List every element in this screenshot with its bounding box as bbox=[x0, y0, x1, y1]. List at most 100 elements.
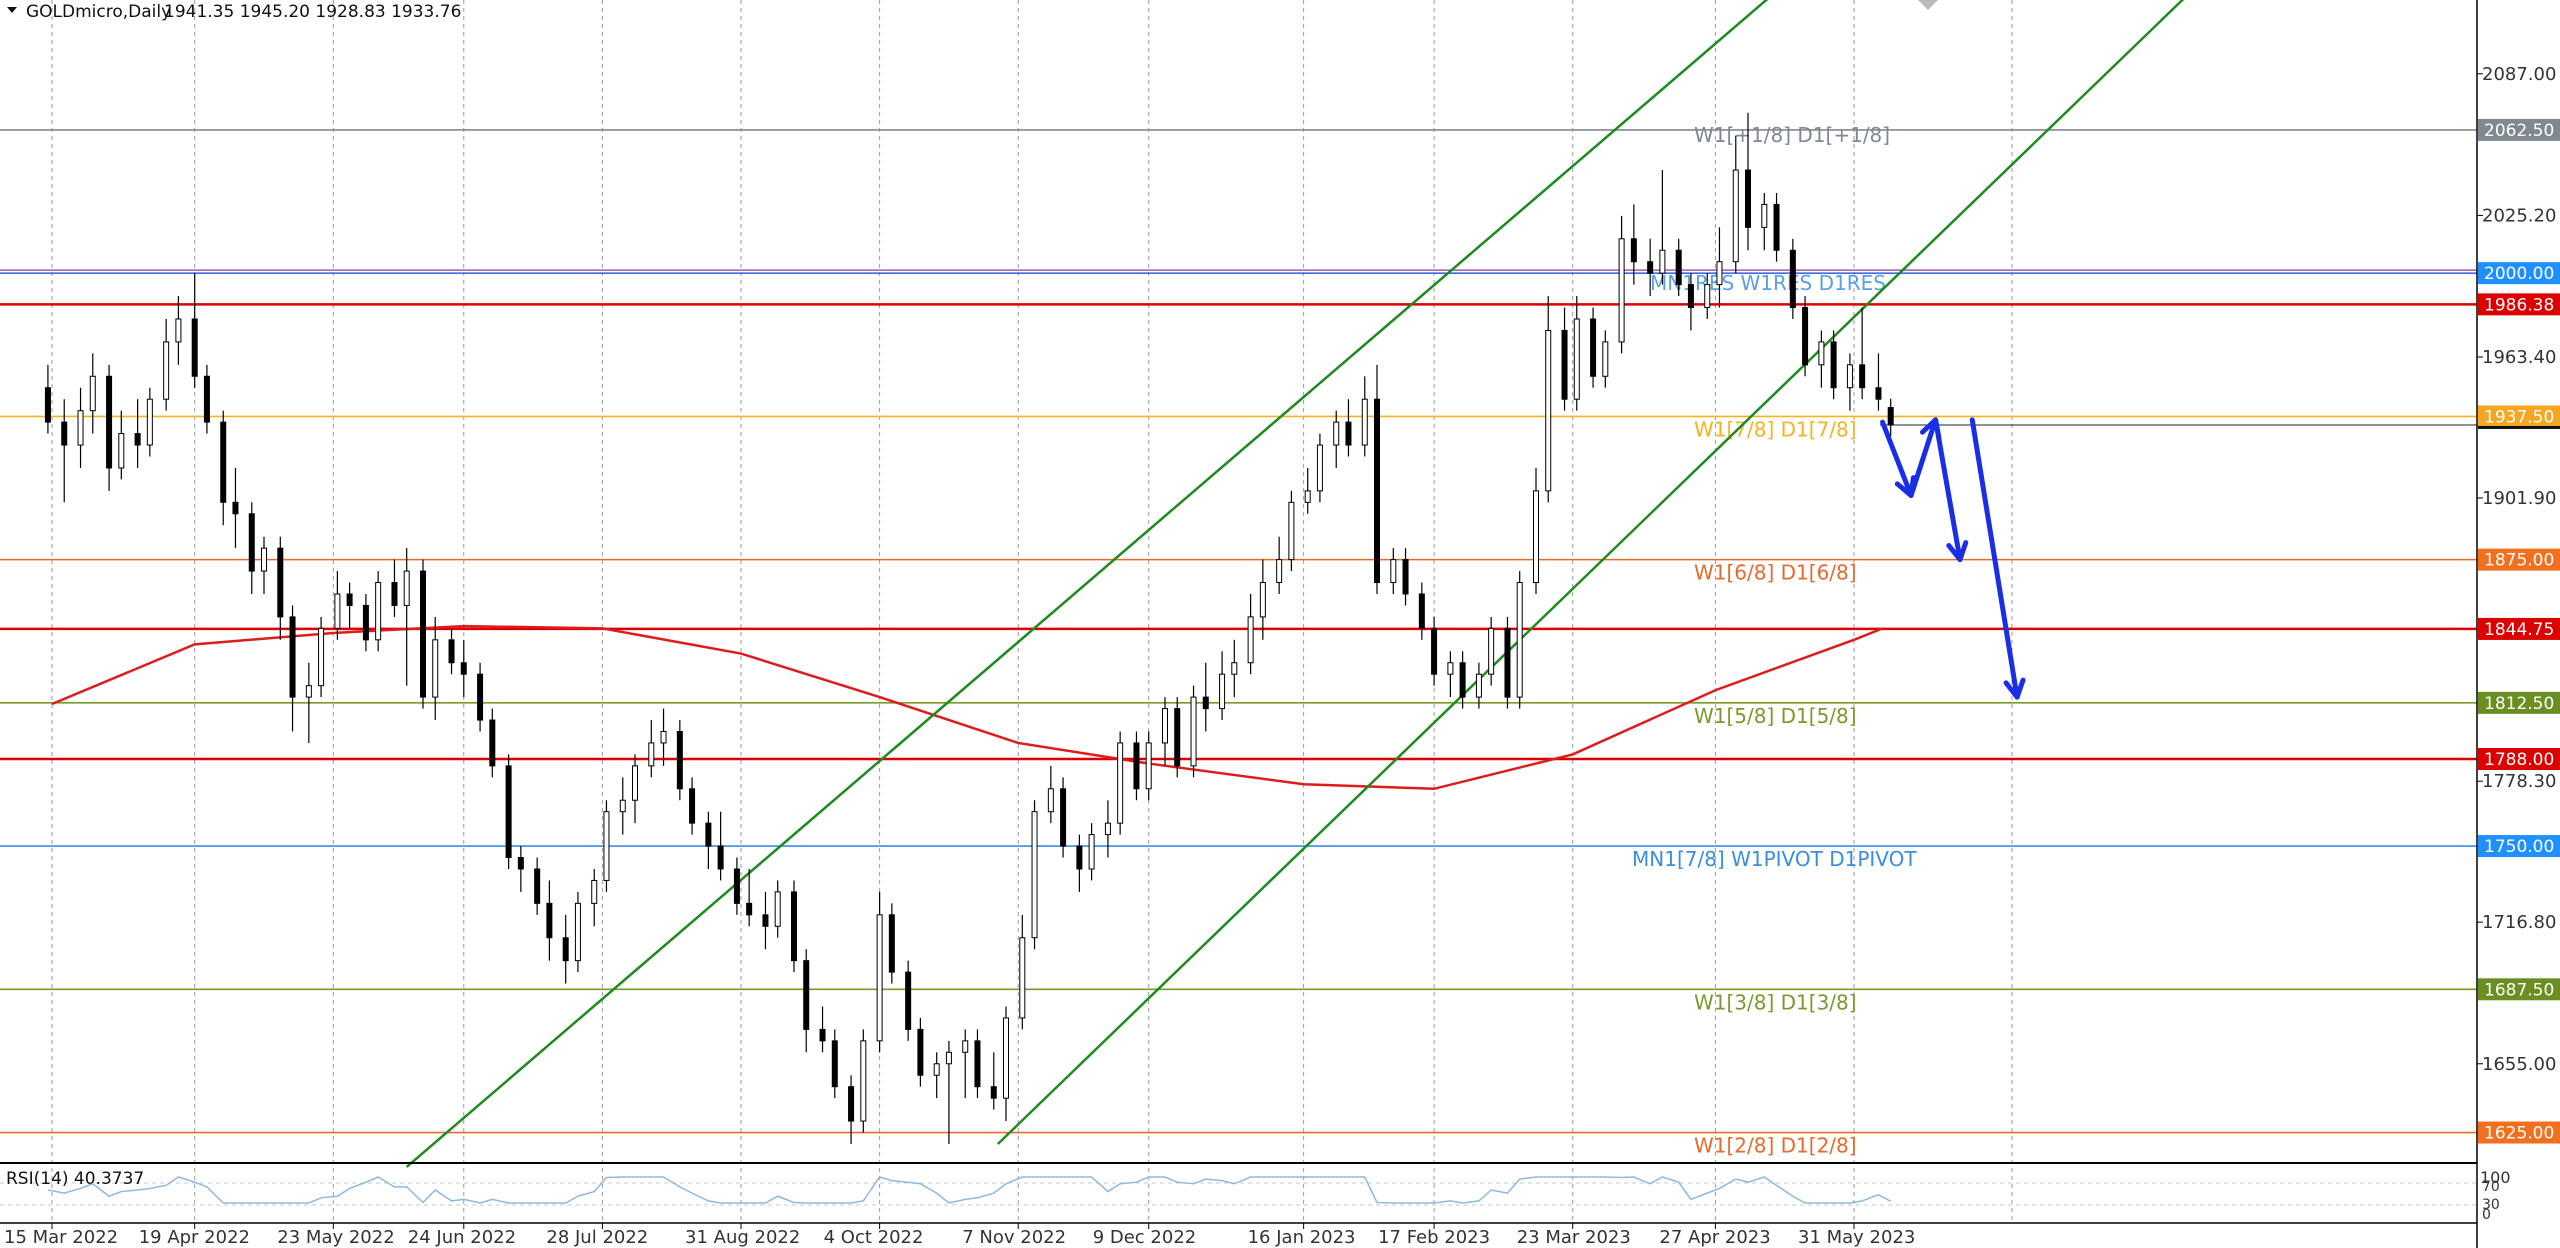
candle-body bbox=[1545, 329, 1552, 492]
ohlc-readout: 1941.35 1945.20 1928.83 1933.76 bbox=[164, 2, 461, 22]
candle-body bbox=[819, 1028, 826, 1042]
candle-body bbox=[1345, 421, 1352, 446]
forecast-arrow bbox=[1908, 417, 1939, 498]
candle-body bbox=[1475, 673, 1482, 698]
candle-body bbox=[1104, 822, 1111, 836]
candle-body bbox=[1431, 627, 1438, 675]
candle-body bbox=[248, 513, 255, 572]
candle-body bbox=[1333, 421, 1340, 446]
candle-body bbox=[375, 582, 382, 641]
candle-body bbox=[1076, 845, 1083, 870]
candle-body bbox=[44, 387, 51, 423]
rsi-label: RSI(14) 40.3737 bbox=[6, 1169, 144, 1189]
chart-header: GOLDmicro,Daily 1941.35 1945.20 1928.83 … bbox=[7, 2, 461, 22]
candle-body bbox=[774, 891, 781, 927]
candle-body bbox=[574, 902, 581, 962]
candle-body bbox=[689, 788, 696, 824]
price-tag bbox=[2478, 978, 2560, 1001]
candle-body bbox=[1162, 708, 1168, 744]
candle-body bbox=[933, 1063, 940, 1076]
forecast-arrow bbox=[1969, 417, 2020, 700]
candle-body bbox=[1745, 169, 1751, 228]
candle-body bbox=[1590, 318, 1597, 377]
date-tick-label: 19 Apr 2022 bbox=[139, 1227, 250, 1248]
candle-body bbox=[1830, 341, 1837, 389]
candle-body bbox=[803, 960, 810, 1030]
level-label: MN1[7/8] W1PIVOT D1PIVOT bbox=[1632, 847, 1917, 871]
candle-body bbox=[1687, 284, 1694, 309]
candle-body bbox=[460, 662, 467, 675]
date-tick-label: 28 Jul 2022 bbox=[546, 1227, 648, 1248]
date-tick-label: 31 May 2023 bbox=[1798, 1227, 1915, 1248]
candle-body bbox=[1145, 742, 1152, 790]
price-tag-label: 1750.00 bbox=[2484, 837, 2554, 857]
candle-body bbox=[905, 971, 912, 1030]
candle-body bbox=[705, 822, 712, 847]
scroll-marker-icon[interactable] bbox=[1918, 0, 1938, 10]
candle-body bbox=[403, 570, 410, 606]
last-price-marker bbox=[2478, 425, 2560, 429]
candle-body bbox=[1630, 238, 1637, 263]
price-tag-label: 2062.50 bbox=[2484, 121, 2554, 141]
time-axis: 15 Mar 2022 19 Apr 2022 23 May 2022 24 Jun … bbox=[0, 1222, 2477, 1248]
candle-body bbox=[489, 719, 496, 767]
level-lines: W1[+1/8] D1[+1/8] MN1RES W1RES D1RES W1[7/… bbox=[0, 123, 2477, 1158]
candle-body bbox=[432, 639, 439, 698]
candle-body bbox=[1190, 696, 1197, 767]
candle-body bbox=[660, 730, 667, 744]
date-tick-label: 24 Jun 2022 bbox=[408, 1227, 516, 1248]
candle-body bbox=[1031, 811, 1038, 939]
candle-body bbox=[1418, 593, 1425, 629]
forecast-arrow-head bbox=[1946, 540, 1969, 563]
candle-body bbox=[917, 1028, 924, 1076]
candle-body bbox=[134, 433, 141, 446]
candle-body bbox=[1859, 364, 1866, 389]
level-label: W1[5/8] D1[5/8] bbox=[1694, 704, 1857, 728]
price-tag-label: 2000.00 bbox=[2484, 264, 2554, 284]
level-label: W1[7/8] D1[7/8] bbox=[1694, 417, 1857, 441]
candle-body bbox=[848, 1086, 855, 1122]
candle-body bbox=[1516, 582, 1523, 698]
price-tag-label: 1812.50 bbox=[2484, 694, 2554, 714]
price-tick-label: 1901.90 bbox=[2482, 488, 2556, 509]
candle-body bbox=[1704, 284, 1711, 309]
candle-body bbox=[1488, 627, 1495, 675]
candle-body bbox=[1019, 937, 1026, 1019]
candle-body bbox=[546, 902, 553, 939]
candle-body bbox=[334, 593, 341, 629]
candle-body bbox=[1618, 238, 1625, 343]
candle-body bbox=[232, 501, 239, 515]
candle-body bbox=[89, 375, 96, 412]
candle-body bbox=[562, 937, 569, 962]
candle-body bbox=[888, 914, 895, 973]
price-tick-label: 1716.80 bbox=[2482, 912, 2556, 933]
candle-body bbox=[591, 879, 598, 904]
date-tick-label: 4 Oct 2022 bbox=[824, 1227, 924, 1248]
level-label: W1[3/8] D1[3/8] bbox=[1694, 990, 1857, 1014]
candle-body bbox=[1675, 249, 1682, 286]
candle-body bbox=[1088, 834, 1095, 870]
price-tick-label: 1655.00 bbox=[2482, 1054, 2556, 1075]
candle-body bbox=[305, 685, 312, 698]
price-tag-label: 1937.50 bbox=[2484, 407, 2554, 427]
price-tick-label: 1963.40 bbox=[2482, 347, 2556, 368]
candle-body bbox=[1459, 662, 1466, 698]
triangle-down-icon[interactable] bbox=[7, 7, 17, 13]
candle-body bbox=[762, 914, 769, 927]
forecast-arrow bbox=[1880, 419, 1914, 498]
candle-body bbox=[603, 811, 610, 881]
date-tick-label: 23 May 2022 bbox=[277, 1227, 394, 1248]
candle-body bbox=[420, 570, 426, 698]
candle-body bbox=[648, 742, 655, 767]
candle-body bbox=[1447, 662, 1454, 675]
candle-body bbox=[831, 1040, 838, 1088]
candle-body bbox=[61, 421, 68, 446]
candle-body bbox=[391, 582, 398, 606]
candle-body bbox=[1761, 203, 1768, 228]
candle-body bbox=[318, 627, 325, 687]
candle-body bbox=[1247, 616, 1254, 664]
candle-body bbox=[277, 547, 284, 618]
candle-body bbox=[1504, 627, 1511, 698]
price-tag-label: 1625.00 bbox=[2484, 1124, 2554, 1144]
